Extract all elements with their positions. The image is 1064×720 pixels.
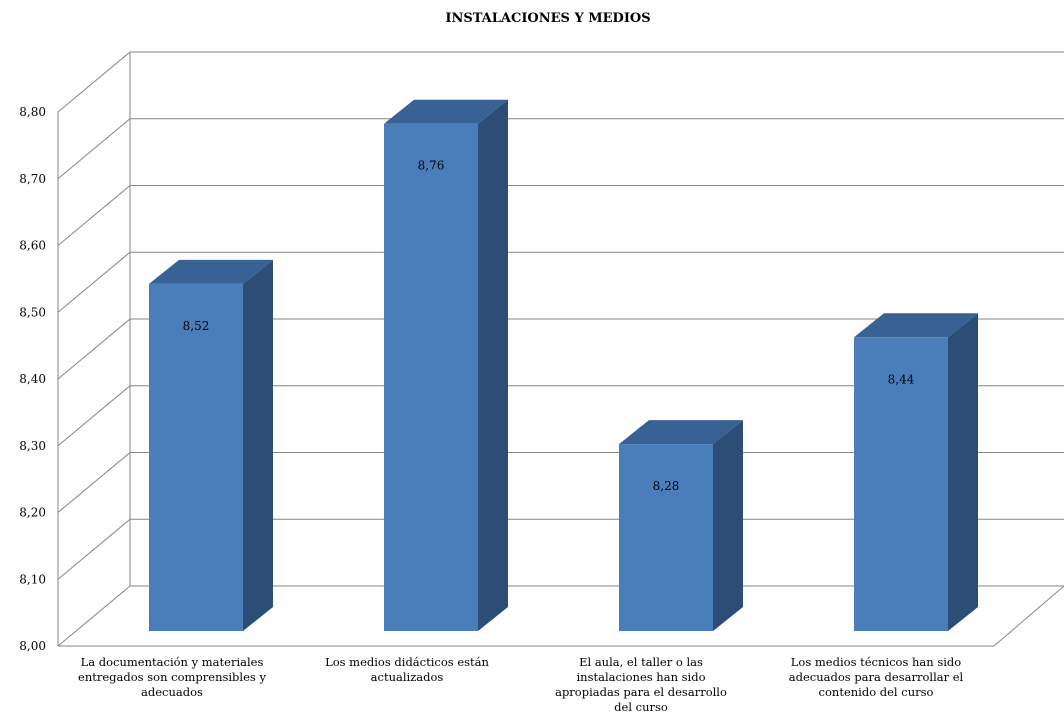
- bar-front: [619, 444, 713, 631]
- x-category-label: La documentación y materiales entregados …: [78, 655, 266, 699]
- y-tick-label: 8,30: [19, 439, 46, 453]
- bar-front: [384, 123, 478, 631]
- y-tick-label: 8,80: [19, 105, 46, 119]
- y-tick-label: 8,60: [19, 239, 46, 253]
- data-labels: 8,52 8,76 8,28 8,44: [183, 159, 915, 493]
- gridline-side: [57, 385, 131, 447]
- bar-top: [619, 420, 743, 445]
- bar: [384, 99, 508, 631]
- bars: [149, 99, 978, 631]
- x-category-label: El aula, el taller o las instalaciones ha…: [555, 655, 727, 714]
- y-axis: 8,00 8,10 8,20 8,30 8,40 8,50 8,60 8,70 8,80: [19, 105, 46, 653]
- data-label: 8,52: [183, 319, 210, 333]
- y-tick-label: 8,50: [19, 305, 46, 319]
- y-tick-label: 8,20: [19, 506, 46, 520]
- data-label: 8,28: [653, 479, 680, 493]
- gridline-side: [57, 185, 131, 246]
- bar: [854, 313, 978, 631]
- bar-front: [854, 337, 948, 631]
- x-category-label: Los medios técnicos han sido adecuados pa…: [789, 655, 964, 699]
- x-category-label: Los medios didácticos están actualizados: [325, 655, 489, 684]
- gridline-side: [57, 452, 131, 513]
- bar: [619, 420, 743, 631]
- y-tick-label: 8,70: [19, 172, 46, 186]
- bar-top: [384, 99, 508, 124]
- bar-side: [478, 99, 508, 631]
- floor-edge: [993, 585, 1064, 647]
- data-label: 8,76: [418, 159, 445, 173]
- bar-side: [948, 313, 978, 631]
- x-axis-labels: La documentación y materiales entregados …: [78, 655, 964, 714]
- bar: [149, 259, 273, 631]
- chart-title: INSTALACIONES Y MEDIOS: [445, 11, 650, 26]
- gridline-side: [57, 51, 131, 113]
- y-tick-label: 8,10: [19, 572, 46, 586]
- gridline-side: [57, 518, 131, 580]
- gridline-side: [57, 118, 131, 180]
- gridline-side: [57, 585, 131, 647]
- bar-front: [149, 283, 243, 631]
- gridline-side: [57, 318, 131, 380]
- bar-top: [854, 313, 978, 338]
- bar-side: [713, 420, 743, 631]
- y-tick-label: 8,40: [19, 372, 46, 386]
- gridline-side: [57, 251, 131, 313]
- data-label: 8,44: [888, 372, 915, 386]
- y-tick-label: 8,00: [19, 639, 46, 653]
- bar-side: [243, 259, 273, 631]
- bar-top: [149, 259, 273, 284]
